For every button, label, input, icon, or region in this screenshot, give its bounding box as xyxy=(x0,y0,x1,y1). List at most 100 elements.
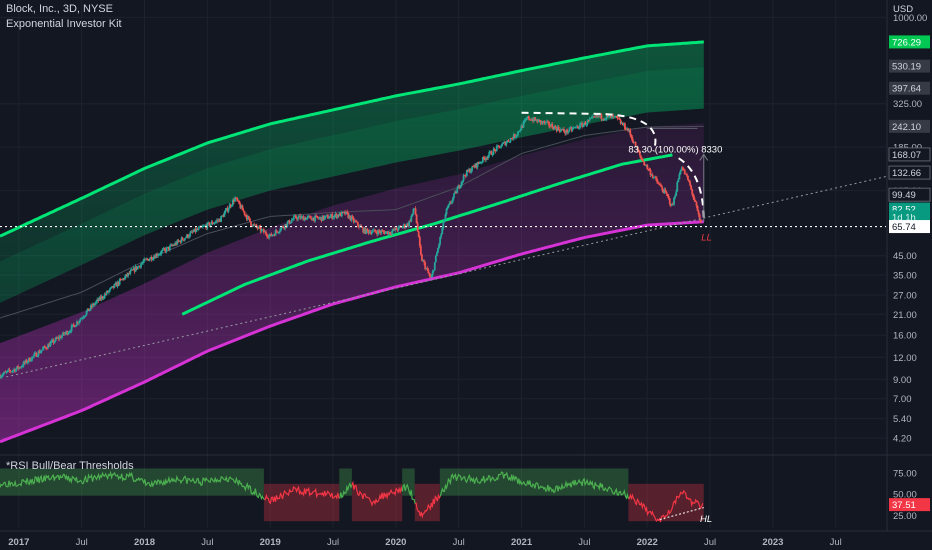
candle-body xyxy=(189,232,192,237)
candle-body xyxy=(507,140,510,142)
candle-body xyxy=(525,118,528,120)
candle-body xyxy=(565,129,568,134)
candle-body xyxy=(662,190,665,193)
candle-body xyxy=(695,201,698,207)
candle-body xyxy=(593,116,595,118)
candle-body xyxy=(239,204,242,209)
candle-body xyxy=(353,220,356,222)
price-tick-label: 21.00 xyxy=(893,310,917,321)
price-tick-label: 35.00 xyxy=(893,271,917,282)
candle-body xyxy=(656,178,658,182)
candle-body xyxy=(305,217,308,220)
candle-body xyxy=(22,362,25,367)
candle-body xyxy=(434,256,437,263)
candle-body xyxy=(411,213,414,217)
candle-body xyxy=(14,369,16,372)
candle-body xyxy=(381,230,384,232)
candle-body xyxy=(693,197,696,201)
candle-body xyxy=(391,230,393,235)
candle-body xyxy=(486,158,489,159)
candle-body xyxy=(330,214,333,217)
candle-body xyxy=(317,217,320,219)
price-tag-label: 397.64 xyxy=(892,84,921,95)
candle-body xyxy=(133,267,136,272)
candle-body xyxy=(93,303,95,306)
indicator-title[interactable]: Exponential Investor Kit xyxy=(6,18,122,30)
candle-body xyxy=(215,220,218,222)
candle-body xyxy=(65,331,68,334)
candle-body xyxy=(318,217,321,219)
candle-body xyxy=(661,187,664,191)
candle-body xyxy=(685,174,688,176)
candle-body xyxy=(617,118,620,119)
candle-body xyxy=(348,215,351,218)
rsi-indicator-title[interactable]: *RSI Bull/Bear Thresholds xyxy=(6,460,134,472)
candle-body xyxy=(382,230,385,232)
time-tick-label: Jul xyxy=(453,537,465,548)
candle-body xyxy=(374,229,376,232)
candle-body xyxy=(343,211,345,213)
price-tick-label: 4.20 xyxy=(893,433,912,444)
candle-body xyxy=(524,119,527,121)
candle-body xyxy=(549,125,552,127)
candle-body xyxy=(323,216,326,220)
candle-body xyxy=(573,127,576,129)
candle-body xyxy=(235,197,237,199)
candle-body xyxy=(349,215,352,221)
candle-body xyxy=(496,145,499,147)
candle-body xyxy=(298,215,301,217)
price-tag: 168.07 xyxy=(888,147,931,162)
candle-body xyxy=(168,245,171,250)
candle-body xyxy=(23,362,26,364)
candle-body xyxy=(624,123,626,130)
candle-body xyxy=(286,222,289,227)
price-tag-label: 726.29 xyxy=(892,37,921,48)
candle-body xyxy=(1,375,4,377)
candle-body xyxy=(50,341,53,343)
candle-body xyxy=(245,215,248,220)
candle-body xyxy=(52,339,55,343)
symbol-title[interactable]: Block, Inc., 3D, NYSE xyxy=(6,3,113,15)
candle-body xyxy=(474,163,477,168)
candle-body xyxy=(585,124,588,126)
candle-body xyxy=(591,116,594,118)
time-tick-label: Jul xyxy=(76,537,88,548)
candle-body xyxy=(134,266,137,272)
candle-body xyxy=(35,352,38,357)
candle-body xyxy=(418,236,421,246)
candle-body xyxy=(290,220,293,223)
candle-body xyxy=(362,227,365,233)
rsi-line xyxy=(339,481,353,499)
candle-body xyxy=(356,221,359,226)
candle-body xyxy=(344,211,346,215)
price-tag-background xyxy=(889,119,930,133)
candle-body xyxy=(135,266,138,270)
candle-body xyxy=(603,119,606,121)
candle-body xyxy=(456,188,459,194)
candle-body xyxy=(162,248,165,250)
candle-body xyxy=(673,197,675,205)
candle-body xyxy=(145,258,148,260)
rsi-regime-bear xyxy=(414,483,440,522)
candle-body xyxy=(612,115,615,117)
candle-body xyxy=(269,233,272,236)
price-axis[interactable]: 1000.00325.00185.00105.0045.0035.0027.00… xyxy=(888,13,931,522)
candle-body xyxy=(49,342,52,347)
candle-body xyxy=(258,226,261,228)
candle-body xyxy=(251,225,254,227)
candle-body xyxy=(436,252,438,257)
candle-body xyxy=(441,228,444,235)
candle-body xyxy=(699,219,702,223)
candle-body xyxy=(217,220,219,222)
candle-body xyxy=(89,305,92,310)
candle-body xyxy=(428,273,431,276)
candle-body xyxy=(220,216,223,222)
candle-body xyxy=(210,221,213,225)
candle-body xyxy=(589,118,592,119)
time-axis[interactable]: 2017 Jul 2018 Jul 2019 Jul 2020 Jul 2021 Jul 2022 J… xyxy=(8,537,842,548)
candle-body xyxy=(150,256,153,260)
candle-body xyxy=(120,279,123,281)
candle-body xyxy=(214,221,217,223)
candle-body xyxy=(680,168,683,171)
